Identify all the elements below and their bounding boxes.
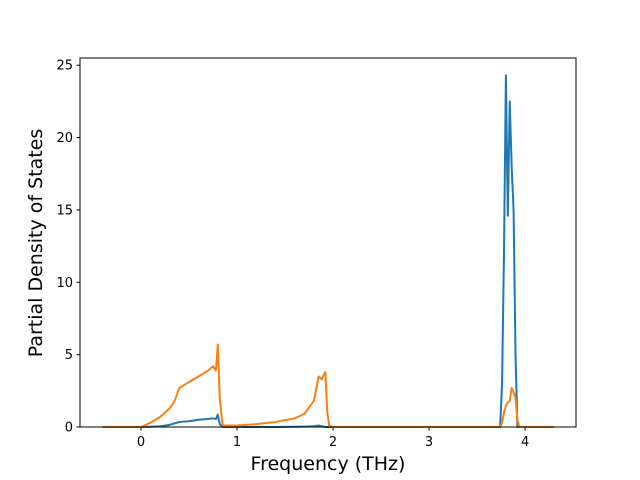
series-line — [102, 343, 554, 428]
y-tick-label: 0 — [65, 421, 73, 436]
x-tick-label: 4 — [521, 435, 529, 450]
y-tick-label: 10 — [56, 276, 73, 291]
x-tick-label: 1 — [233, 435, 241, 450]
y-tick-label: 5 — [65, 348, 73, 363]
x-tick-label: 3 — [425, 435, 433, 450]
y-tick-label: 25 — [56, 59, 73, 74]
series-line — [102, 74, 554, 428]
x-axis-label: Frequency (THz) — [251, 453, 406, 475]
y-tick-label: 15 — [56, 203, 73, 218]
plot-frame — [79, 57, 577, 428]
x-tick-label: 2 — [329, 435, 337, 450]
y-tick-label: 20 — [56, 131, 73, 146]
y-axis-label: Partial Density of States — [25, 129, 47, 358]
x-tick-label: 0 — [137, 435, 145, 450]
